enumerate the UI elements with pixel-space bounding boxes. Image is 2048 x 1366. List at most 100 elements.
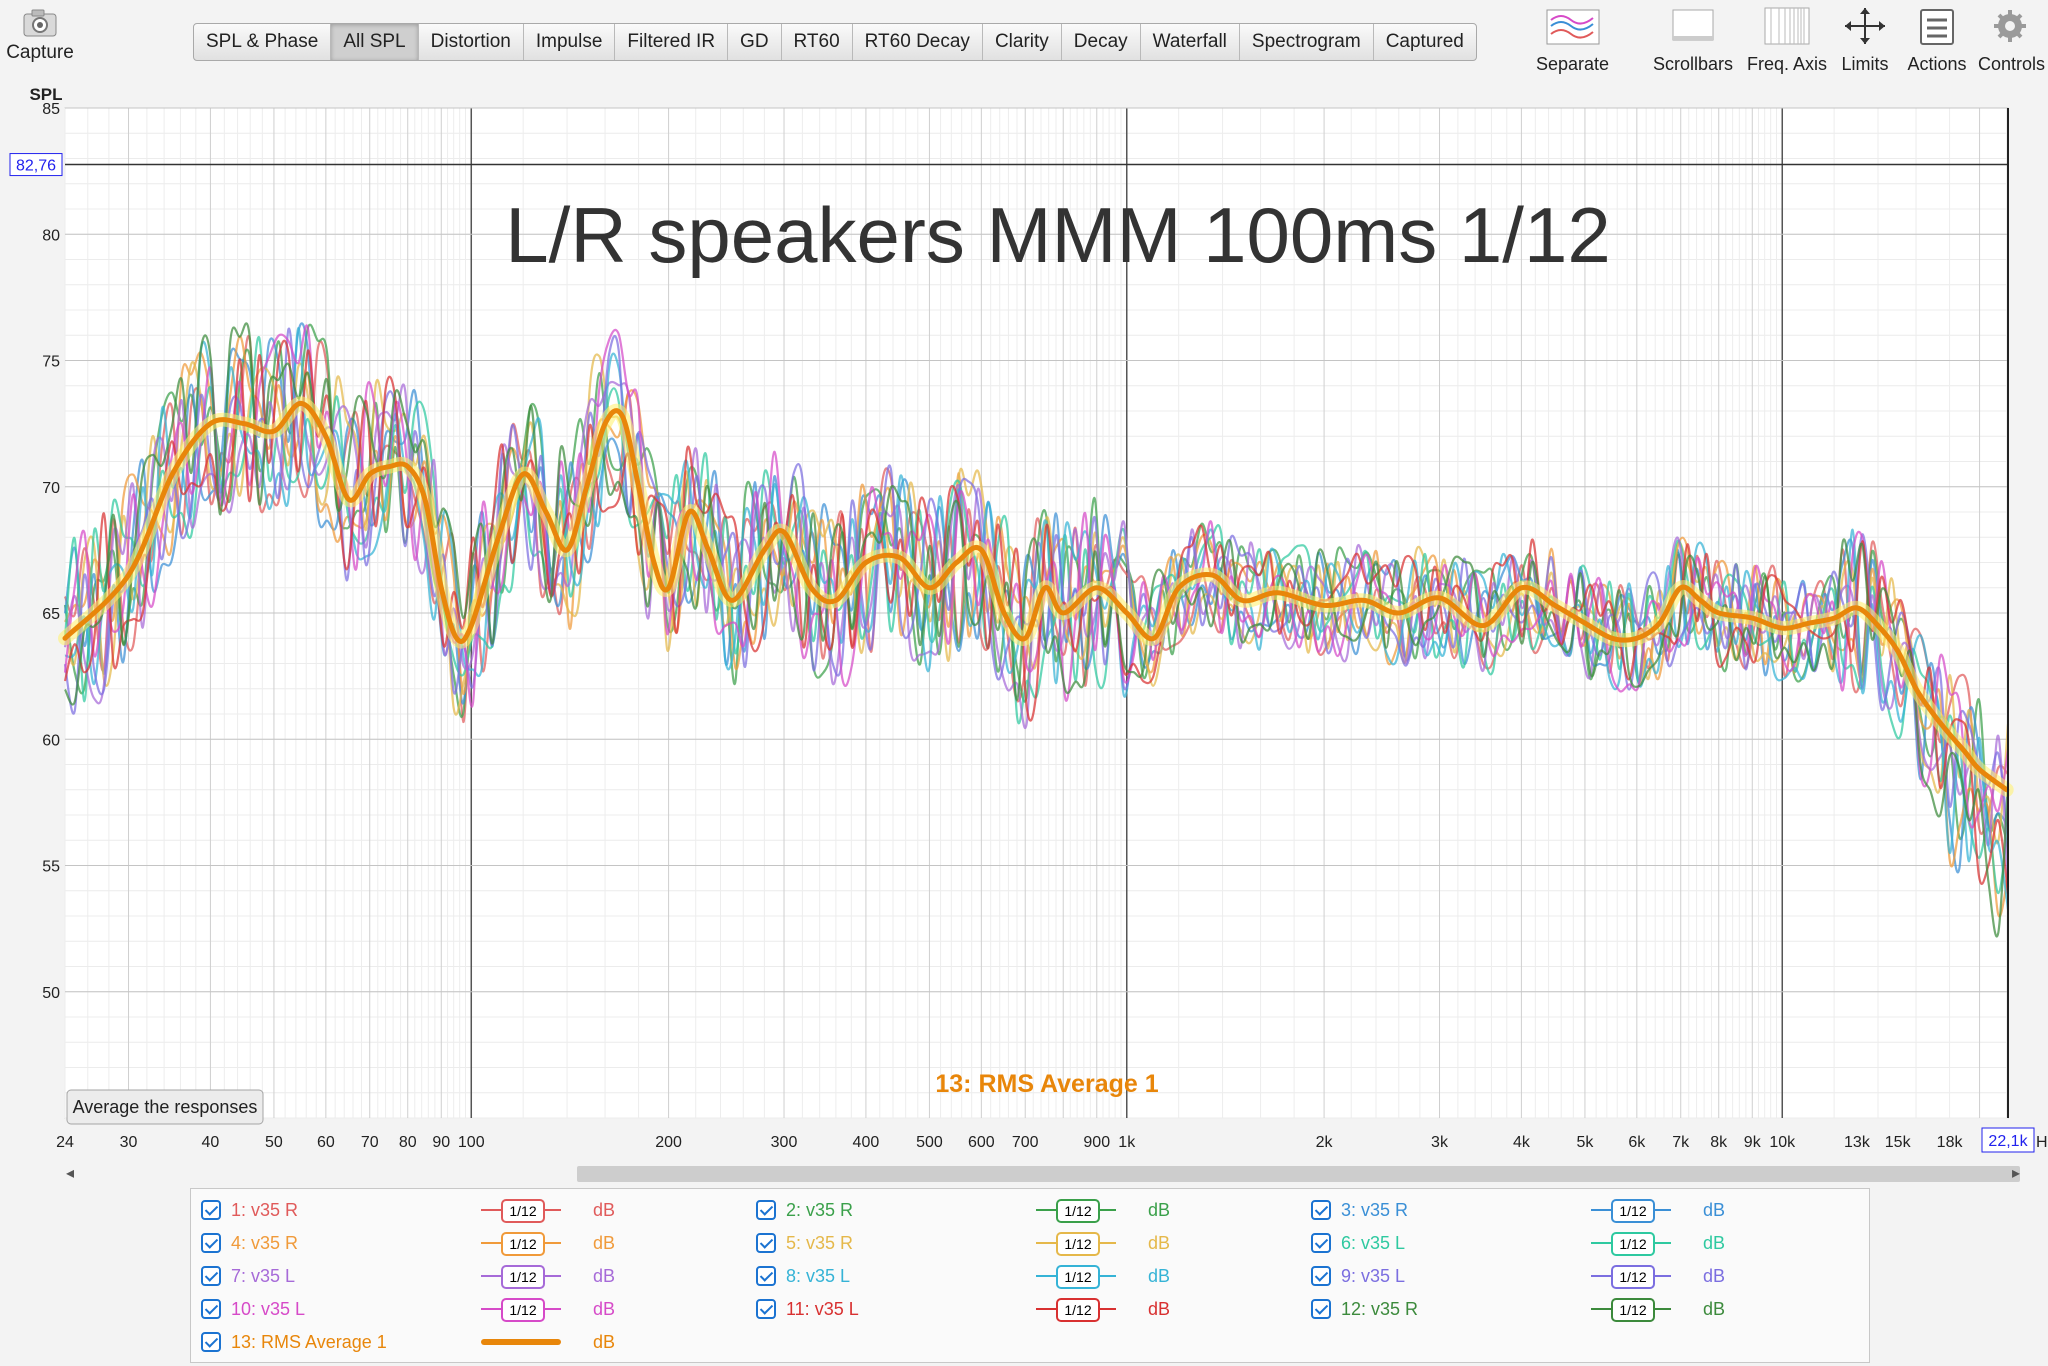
smoothing-button[interactable]: 1/12: [1591, 1263, 1671, 1289]
legend-unit: dB: [1703, 1199, 1726, 1220]
x-tick-label: 300: [771, 1134, 798, 1151]
tab-spl-phase[interactable]: SPL & Phase: [194, 24, 332, 60]
freq-axis-button[interactable]: Freq. Axis: [1742, 4, 1832, 75]
legend-entry[interactable]: 10: v35 L 1/12 dB: [201, 1294, 653, 1324]
visibility-checkbox[interactable]: [1311, 1233, 1331, 1253]
legend-unit: dB: [1703, 1265, 1726, 1286]
chart-title: L/R speakers MMM 100ms 1/12: [505, 191, 1610, 279]
smoothing-button[interactable]: 1/12: [481, 1197, 561, 1223]
legend-series-name: 7: v35 L: [231, 1265, 296, 1286]
cursor-x-readout-box: [1981, 1127, 2035, 1153]
visibility-checkbox[interactable]: [756, 1266, 776, 1286]
smoothing-button[interactable]: 1/12: [1591, 1296, 1671, 1322]
y-tick-label: 85: [42, 101, 60, 118]
horizontal-scrollbar[interactable]: ◂ ▸: [60, 1163, 2020, 1185]
visibility-checkbox[interactable]: [756, 1200, 776, 1220]
separate-button[interactable]: Separate: [1525, 4, 1620, 75]
limits-button[interactable]: Limits: [1835, 4, 1895, 75]
tab-all-spl[interactable]: All SPL: [331, 24, 419, 60]
tab-rt60[interactable]: RT60: [782, 24, 853, 60]
graph-tabs: SPL & Phase All SPL Distortion Impulse F…: [193, 23, 1477, 61]
smoothing-button[interactable]: 1/12: [1036, 1263, 1116, 1289]
visibility-checkbox[interactable]: [756, 1299, 776, 1319]
limits-label: Limits: [1841, 54, 1889, 74]
smoothing-button[interactable]: 1/12: [1036, 1197, 1116, 1223]
controls-button[interactable]: Controls: [1978, 4, 2048, 75]
visibility-checkbox[interactable]: [756, 1233, 776, 1253]
smoothing-label: 1/12: [1056, 1298, 1100, 1322]
actions-button[interactable]: Actions: [1900, 4, 1974, 75]
legend-entry[interactable]: 11: v35 L 1/12 dB: [756, 1294, 1208, 1324]
y-tick-label: 80: [42, 227, 60, 244]
smoothing-label: 1/12: [1611, 1199, 1655, 1223]
visibility-checkbox[interactable]: [201, 1332, 221, 1352]
x-tick-label: 4k: [1513, 1134, 1531, 1151]
scroll-right-icon[interactable]: ▸: [2012, 1165, 2021, 1182]
legend-series-name: 1: v35 R: [231, 1199, 299, 1220]
legend-entry[interactable]: 6: v35 L 1/12 dB: [1311, 1228, 1763, 1258]
x-tick-label: 50: [265, 1134, 283, 1151]
legend-entry[interactable]: 2: v35 R 1/12 dB: [756, 1195, 1208, 1225]
x-tick-label: 80: [399, 1134, 417, 1151]
smoothing-button[interactable]: 1/12: [1591, 1230, 1671, 1256]
smoothing-button[interactable]: 1/12: [1036, 1230, 1116, 1256]
smoothing-label: 1/12: [1056, 1265, 1100, 1289]
visibility-checkbox[interactable]: [201, 1299, 221, 1319]
smoothing-label: 1/12: [501, 1199, 545, 1223]
capture-button[interactable]: Capture: [0, 0, 80, 80]
legend-entry[interactable]: 13: RMS Average 1 dB: [201, 1327, 653, 1357]
tab-waterfall[interactable]: Waterfall: [1141, 24, 1240, 60]
visibility-checkbox[interactable]: [1311, 1299, 1331, 1319]
average-responses-button[interactable]: Average the responses: [66, 1089, 264, 1125]
visibility-checkbox[interactable]: [1311, 1266, 1331, 1286]
series-13-rms-average-line: [62, 400, 2010, 793]
smoothing-label: 1/12: [1611, 1232, 1655, 1256]
scrollbar-thumb[interactable]: [577, 1166, 2020, 1182]
legend-entry[interactable]: 4: v35 R 1/12 dB: [201, 1228, 653, 1258]
legend-entry[interactable]: 7: v35 L 1/12 dB: [201, 1261, 653, 1291]
tab-rt60-decay[interactable]: RT60 Decay: [853, 24, 983, 60]
spl-chart[interactable]: SPL 50 55 60 65 70 75 80 85 24 30 40 50 60 70 80 90 100…: [0, 80, 2048, 1160]
smoothing-button[interactable]: 1/12: [481, 1263, 561, 1289]
tab-spectrogram[interactable]: Spectrogram: [1240, 24, 1374, 60]
legend-entry[interactable]: 12: v35 R 1/12 dB: [1311, 1294, 1763, 1324]
legend-entry[interactable]: 5: v35 R 1/12 dB: [756, 1228, 1208, 1258]
smoothing-button[interactable]: 1/12: [1591, 1197, 1671, 1223]
visibility-checkbox[interactable]: [201, 1266, 221, 1286]
tab-decay[interactable]: Decay: [1062, 24, 1141, 60]
smoothing-button[interactable]: 1/12: [481, 1296, 561, 1322]
x-tick-label: 600: [968, 1134, 995, 1151]
tab-filtered-ir[interactable]: Filtered IR: [615, 24, 729, 60]
legend-entry[interactable]: 3: v35 R 1/12 dB: [1311, 1195, 1763, 1225]
gear-icon: [1994, 10, 2026, 42]
x-tick-label: 30: [120, 1134, 138, 1151]
line-style-swatch[interactable]: [481, 1339, 561, 1345]
smoothing-label: 1/12: [1611, 1265, 1655, 1289]
legend-unit: dB: [593, 1298, 616, 1319]
y-tick-label: 65: [42, 606, 60, 623]
y-tick-label: 75: [42, 354, 60, 371]
visibility-checkbox[interactable]: [201, 1233, 221, 1253]
tab-captured[interactable]: Captured: [1385, 31, 1464, 52]
x-tick-label: 7k: [1672, 1134, 1690, 1151]
tab-clarity[interactable]: Clarity: [983, 24, 1062, 60]
tab-impulse[interactable]: Impulse: [524, 24, 616, 60]
visibility-checkbox[interactable]: [201, 1200, 221, 1220]
legend-entry[interactable]: 9: v35 L 1/12 dB: [1311, 1261, 1763, 1291]
legend-entry[interactable]: 8: v35 L 1/12 dB: [756, 1261, 1208, 1291]
freq-axis-icon: [1764, 7, 1810, 45]
visibility-checkbox[interactable]: [1311, 1200, 1331, 1220]
scroll-left-icon[interactable]: ◂: [66, 1165, 75, 1182]
x-tick-label: 9k: [1744, 1134, 1762, 1151]
tab-distortion[interactable]: Distortion: [419, 24, 524, 60]
scrollbars-button[interactable]: Scrollbars: [1648, 4, 1738, 75]
average-responses-label: Average the responses: [73, 1097, 258, 1117]
legend-entry[interactable]: 1: v35 R 1/12 dB: [201, 1195, 653, 1225]
legend-panel: 1: v35 R 1/12 dB 2: v35 R 1/12 dB 3: v35 R 1/12…: [190, 1188, 1870, 1363]
tab-gd[interactable]: GD: [728, 24, 782, 60]
smoothing-button[interactable]: 1/12: [1036, 1296, 1116, 1322]
x-tick-label: 400: [853, 1134, 880, 1151]
smoothing-label: 1/12: [501, 1298, 545, 1322]
smoothing-button[interactable]: 1/12: [481, 1230, 561, 1256]
legend-unit: dB: [1703, 1232, 1726, 1253]
